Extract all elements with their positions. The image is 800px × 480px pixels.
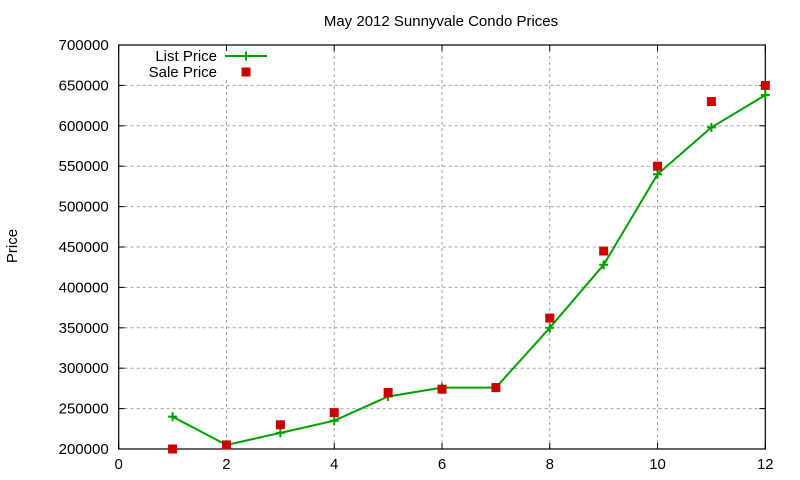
square-marker	[653, 161, 663, 171]
x-tick-label: 0	[115, 456, 123, 473]
y-tick-label: 500000	[59, 199, 109, 216]
square-marker	[168, 444, 178, 454]
y-tick-label: 350000	[59, 320, 109, 337]
square-marker	[383, 387, 393, 397]
grid-lines	[118, 45, 766, 449]
y-tick-label: 650000	[59, 77, 109, 94]
square-marker	[599, 246, 609, 256]
series-sale-price	[168, 80, 770, 454]
square-marker	[221, 440, 231, 450]
y-tick-label: 550000	[59, 158, 109, 175]
x-tick-label: 10	[649, 456, 666, 473]
series-list-price	[168, 90, 770, 450]
x-tick-label: 6	[438, 456, 446, 473]
y-tick-label: 250000	[59, 401, 109, 418]
square-marker	[491, 383, 501, 393]
square-marker	[437, 384, 447, 394]
square-marker	[275, 420, 285, 430]
chart-title: May 2012 Sunnyvale Condo Prices	[324, 13, 558, 30]
series-line	[172, 94, 766, 447]
y-tick-label: 450000	[59, 239, 109, 256]
y-tick-label: 200000	[59, 441, 109, 458]
square-marker	[760, 80, 770, 90]
y-tick-label: 600000	[59, 118, 109, 135]
x-tick-label: 2	[222, 456, 230, 473]
x-tick-label: 12	[757, 456, 774, 473]
y-axis-label: Price	[4, 229, 21, 263]
square-marker	[706, 97, 716, 107]
square-marker	[545, 313, 555, 323]
y-tick-label: 400000	[59, 279, 109, 296]
y-tick-label: 700000	[59, 37, 109, 54]
data-series	[168, 80, 770, 454]
square-marker	[241, 67, 251, 77]
axis-ticks: 200000 250000 300000 350000 400000 450000 5000…	[59, 37, 774, 473]
y-tick-label: 300000	[59, 360, 109, 377]
square-marker	[329, 408, 339, 418]
legend-label: List Price	[155, 48, 217, 65]
x-tick-label: 4	[330, 456, 338, 473]
x-tick-label: 8	[546, 456, 554, 473]
legend-label: Sale Price	[149, 64, 217, 81]
